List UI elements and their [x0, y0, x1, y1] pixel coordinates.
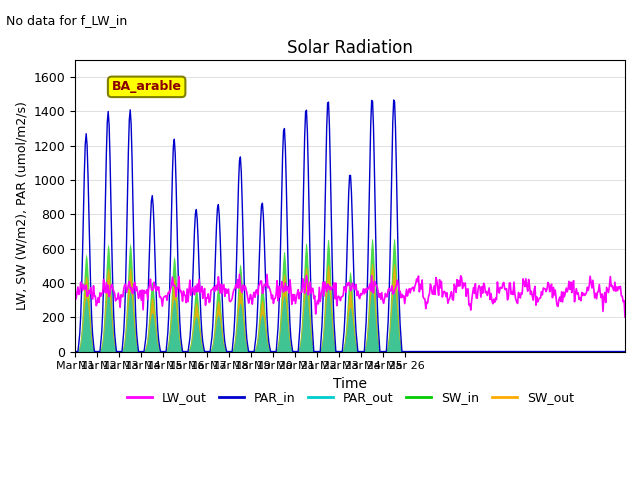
Title: Solar Radiation: Solar Radiation: [287, 39, 413, 57]
X-axis label: Time: Time: [333, 377, 367, 391]
Text: BA_arable: BA_arable: [111, 80, 182, 93]
Text: No data for f_LW_in: No data for f_LW_in: [6, 14, 127, 27]
Legend: LW_out, PAR_in, PAR_out, SW_in, SW_out: LW_out, PAR_in, PAR_out, SW_in, SW_out: [122, 386, 579, 409]
Y-axis label: LW, SW (W/m2), PAR (umol/m2/s): LW, SW (W/m2), PAR (umol/m2/s): [15, 101, 28, 310]
